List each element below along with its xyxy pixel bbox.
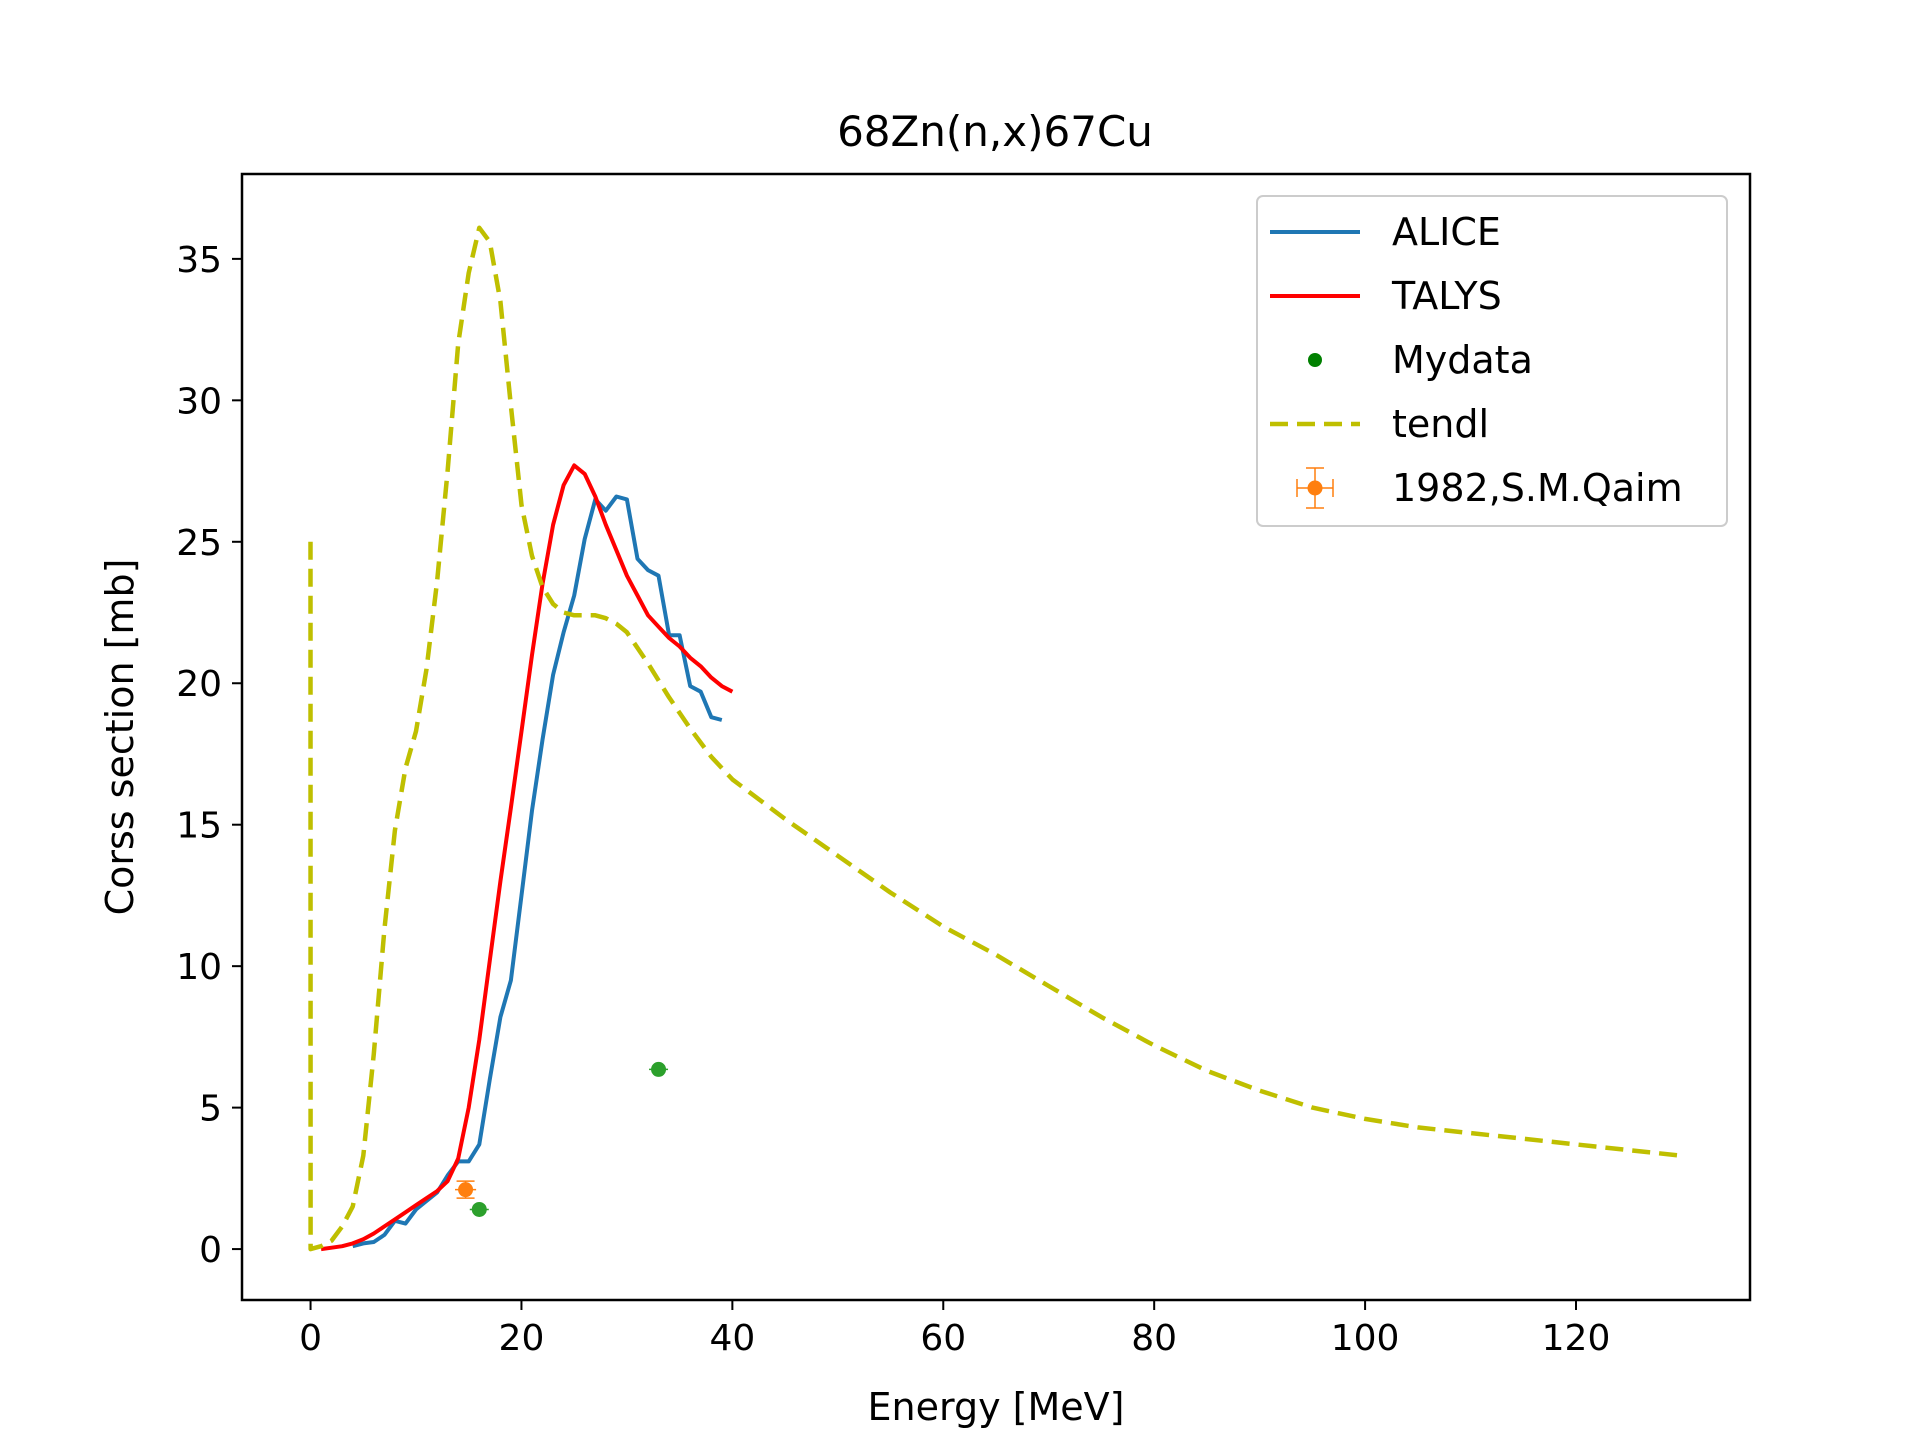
series-line-alice <box>352 494 723 1249</box>
x-axis-label: Energy [MeV] <box>868 1385 1125 1429</box>
point-marker <box>458 1182 474 1198</box>
y-tick-label: 10 <box>176 947 222 988</box>
legend-label-1982-s-m-qaim: 1982,S.M.Qaim <box>1392 466 1683 510</box>
x-tick-label: 100 <box>1331 1318 1400 1359</box>
y-tick-label: 5 <box>199 1089 222 1130</box>
x-tick-label: 40 <box>709 1318 755 1359</box>
plot-frame <box>240 172 1752 1302</box>
y-axis-label: Corss section [mb] <box>98 559 142 916</box>
point-marker <box>651 1061 667 1077</box>
y-axis-ticks: 0 5 10 15 20 25 30 35 <box>176 240 242 1271</box>
y-tick-label: 35 <box>176 240 222 281</box>
legend-label-mydata: Mydata <box>1392 338 1533 382</box>
series-line-tendl <box>308 225 1682 1252</box>
legend-label-tendl: tendl <box>1392 402 1489 446</box>
plot-area <box>308 225 1682 1252</box>
y-tick-label: 30 <box>176 381 222 422</box>
y-tick-label: 0 <box>199 1230 222 1271</box>
y-tick-label: 15 <box>176 806 222 847</box>
legend-box <box>1256 195 1728 527</box>
x-tick-label: 80 <box>1131 1318 1177 1359</box>
legend-swatch-mydata <box>1308 353 1322 367</box>
legend-label-talys: TALYS <box>1391 274 1502 318</box>
x-tick-label: 0 <box>299 1318 322 1359</box>
x-tick-label: 120 <box>1542 1318 1611 1359</box>
data-point <box>469 1201 489 1217</box>
series-line-talys <box>320 463 734 1252</box>
legend: ALICE TALYS Mydata tendl 1982,S.M.Qaim <box>1256 195 1728 527</box>
x-tick-label: 20 <box>499 1318 545 1359</box>
legend-swatch-1982-s-m-qaim <box>1307 480 1323 496</box>
chart-title: 68Zn(n,x)67Cu <box>837 107 1153 156</box>
data-point <box>455 1180 477 1199</box>
legend-label-alice: ALICE <box>1392 210 1501 254</box>
y-tick-label: 25 <box>176 523 222 564</box>
data-point <box>649 1061 669 1077</box>
x-tick-label: 60 <box>920 1318 966 1359</box>
point-marker <box>471 1201 487 1217</box>
x-axis-ticks: 0 20 40 60 80 100 120 <box>299 1300 1610 1359</box>
y-tick-label: 20 <box>176 664 222 705</box>
